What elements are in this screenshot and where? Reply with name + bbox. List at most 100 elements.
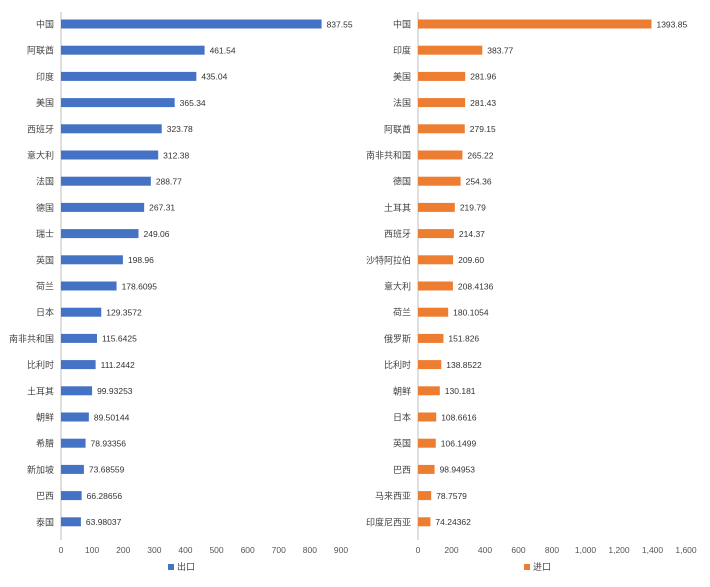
- category-label: 印度: [393, 45, 411, 56]
- category-label: 中国: [36, 19, 54, 30]
- bar: [418, 229, 454, 239]
- data-label: 1393.85: [656, 19, 687, 29]
- data-label: 435.04: [201, 72, 227, 82]
- legend-swatch: [168, 564, 174, 570]
- category-label: 新加坡: [27, 464, 54, 475]
- bar: [61, 150, 159, 160]
- data-label: 180.1054: [453, 308, 489, 318]
- data-label: 63.98037: [86, 517, 122, 527]
- legend-swatch: [524, 564, 530, 570]
- data-label: 267.31: [149, 203, 175, 213]
- category-label: 巴西: [393, 465, 411, 475]
- data-label: 312.38: [163, 150, 189, 160]
- x-tick-label: 600: [241, 545, 255, 555]
- data-label: 198.96: [128, 255, 154, 265]
- data-label: 288.77: [156, 177, 182, 187]
- data-label: 281.96: [470, 72, 496, 82]
- bar: [418, 71, 466, 81]
- bar: [418, 333, 444, 343]
- data-label: 129.3572: [106, 308, 142, 318]
- data-label: 89.50144: [94, 412, 130, 422]
- category-label: 土耳其: [27, 385, 54, 396]
- x-tick-label: 1,200: [608, 545, 630, 555]
- data-label: 219.79: [460, 203, 486, 213]
- bar: [418, 202, 455, 212]
- data-label: 461.54: [210, 46, 236, 56]
- x-tick-label: 800: [545, 545, 559, 555]
- category-label: 意大利: [27, 150, 54, 161]
- data-label: 209.60: [458, 255, 484, 265]
- data-label: 111.2442: [101, 360, 135, 370]
- bar: [418, 307, 449, 317]
- category-label: 意大利: [384, 281, 411, 292]
- data-label: 281.43: [470, 98, 496, 108]
- bar: [61, 98, 175, 108]
- data-label: 249.06: [143, 229, 169, 239]
- bar: [61, 71, 197, 81]
- data-label: 99.93253: [97, 386, 133, 396]
- export-chart: 中国 837.55 阿联酋 461.54 印度 435.04 美国 365.34 西班牙 323.…: [9, 12, 353, 572]
- bar: [418, 19, 652, 29]
- category-label: 马来西亚: [375, 491, 411, 501]
- category-label: 阿联酋: [384, 123, 411, 134]
- data-label: 151.826: [448, 334, 479, 344]
- bar: [61, 517, 81, 527]
- data-label: 208.4136: [458, 281, 494, 291]
- bar: [61, 464, 84, 474]
- data-label: 130.181: [445, 386, 476, 396]
- category-label: 西班牙: [384, 228, 411, 239]
- category-label: 德国: [393, 176, 411, 187]
- data-label: 365.34: [180, 98, 206, 108]
- bar: [418, 45, 483, 55]
- bar: [61, 438, 86, 448]
- x-tick-label: 0: [416, 545, 421, 555]
- bar: [61, 386, 93, 396]
- x-tick-label: 200: [116, 545, 130, 555]
- data-label: 66.28656: [87, 491, 123, 501]
- data-label: 383.77: [487, 46, 513, 56]
- data-label: 106.1499: [441, 439, 477, 449]
- x-tick-label: 500: [209, 545, 223, 555]
- category-label: 比利时: [27, 359, 54, 370]
- category-label: 瑞士: [36, 228, 54, 239]
- data-label: 837.55: [327, 19, 353, 29]
- x-tick-label: 800: [303, 545, 317, 555]
- category-label: 比利时: [384, 359, 411, 370]
- category-label: 巴西: [36, 491, 54, 501]
- category-label: 土耳其: [384, 202, 411, 213]
- x-tick-label: 600: [511, 545, 525, 555]
- data-label: 323.78: [167, 124, 193, 134]
- data-label: 73.68559: [89, 465, 125, 475]
- bar: [418, 491, 432, 501]
- category-label: 英国: [36, 254, 54, 265]
- category-label: 印度尼西亚: [366, 516, 411, 527]
- category-label: 德国: [36, 202, 54, 213]
- bar: [61, 124, 162, 134]
- category-label: 荷兰: [393, 307, 411, 318]
- bar: [418, 517, 431, 527]
- category-label: 南非共和国: [9, 333, 54, 344]
- x-tick-label: 300: [147, 545, 161, 555]
- legend-label: 出口: [177, 561, 195, 572]
- category-label: 法国: [393, 97, 411, 108]
- data-label: 138.8522: [446, 360, 482, 370]
- bar: [418, 281, 453, 291]
- category-label: 俄罗斯: [384, 333, 411, 344]
- category-label: 法国: [36, 176, 54, 187]
- category-label: 日本: [393, 412, 411, 423]
- bar: [418, 438, 436, 448]
- bar: [61, 255, 123, 265]
- bar: [418, 412, 437, 422]
- bar: [61, 333, 97, 343]
- data-label: 265.22: [467, 150, 493, 160]
- x-tick-label: 1,600: [675, 545, 697, 555]
- category-label: 朝鲜: [36, 412, 54, 423]
- category-label: 英国: [393, 438, 411, 449]
- import-chart: 中国 1393.85 印度 383.77 美国 281.96 法国 281.43 阿联酋 279.…: [366, 12, 697, 572]
- data-label: 178.6095: [122, 281, 158, 291]
- category-label: 南非共和国: [366, 150, 411, 161]
- data-label: 115.6425: [102, 334, 137, 344]
- bar: [418, 150, 463, 160]
- bar: [61, 307, 102, 317]
